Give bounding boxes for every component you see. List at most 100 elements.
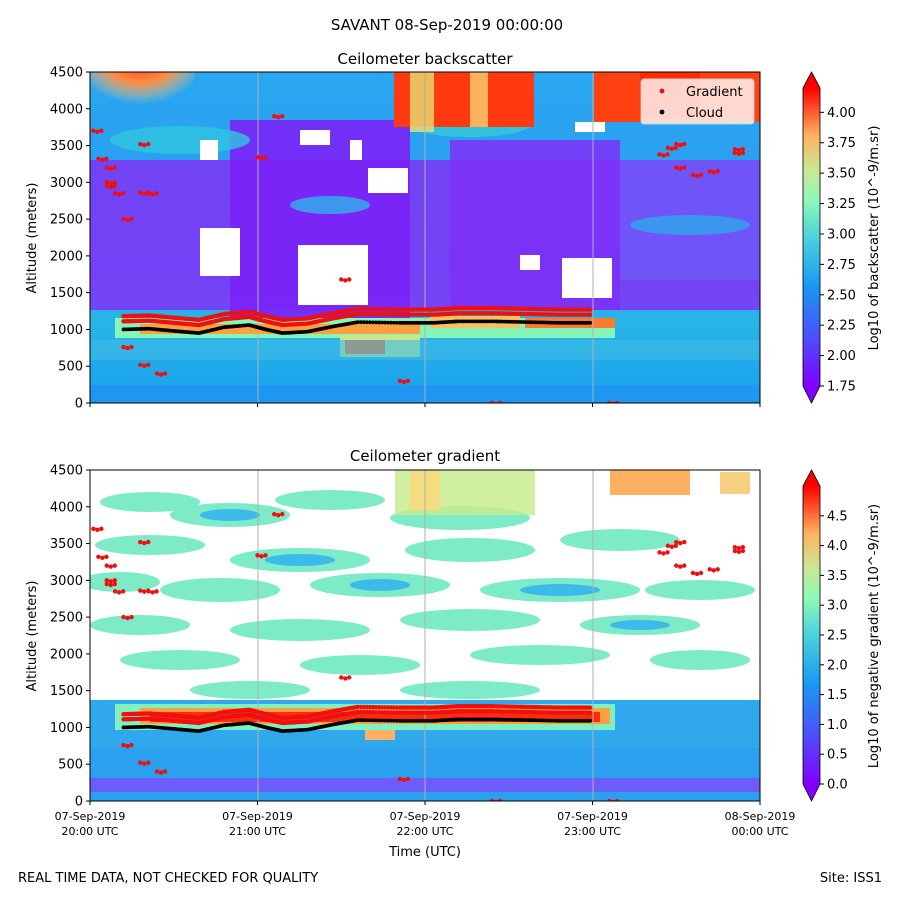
- gradient-point: [263, 155, 268, 160]
- gradient-point: [615, 400, 620, 403]
- gradient-point: [259, 554, 264, 559]
- x-tick-label-date: 07-Sep-2019: [55, 810, 126, 823]
- panel2-x-axis: 07-Sep-2019 20:00 UTC 07-Sep-2019 21:00 UTC…: [55, 801, 795, 838]
- gradient-point: [158, 372, 164, 377]
- gradient-point: [142, 540, 147, 546]
- gradient-point: [657, 152, 662, 157]
- panel1-ylabel: Altitude (meters): [25, 183, 40, 294]
- gradient-point: [125, 345, 130, 351]
- gradient-point: [129, 216, 134, 222]
- gradient-point: [121, 344, 126, 350]
- cloud-point: [380, 718, 384, 723]
- cloud-point: [386, 718, 390, 723]
- gradient-point: [104, 156, 109, 161]
- cloud-point: [362, 320, 366, 325]
- colorbar-tick-label: 3.75: [827, 136, 856, 151]
- gradient-point: [112, 180, 117, 185]
- gradient-point: [146, 539, 151, 545]
- panel1-heatmap: [90, 72, 760, 403]
- cloud-point: [371, 718, 375, 723]
- gradient-point: [104, 183, 109, 189]
- panel2-title: Ceilometer gradient: [350, 447, 500, 465]
- y-tick-label: 2000: [50, 647, 83, 662]
- colorbar2: 0.0 0.5 1.0 1.5 2.0 2.5 3.0 3.5 4.0 4.5 Log10 of …: [802, 469, 882, 802]
- gradient-point: [401, 777, 407, 783]
- panel1-y-axis: 0 500 1000 1500 2000 2500 3000 3500 4000 4500: [50, 66, 90, 412]
- y-tick-label: 2000: [50, 249, 83, 264]
- gradient-point: [674, 563, 679, 568]
- x-tick-label-time: 22:00 UTC: [396, 825, 453, 838]
- gradient-point: [142, 589, 147, 594]
- gradient-point: [255, 553, 260, 558]
- y-tick-label: 4000: [50, 500, 83, 515]
- panel2-xlabel: Time (UTC): [388, 845, 461, 860]
- gradient-point: [138, 190, 143, 195]
- gradient-point: [272, 511, 277, 517]
- gradient-point: [497, 400, 503, 403]
- cloud-point: [359, 718, 363, 723]
- gradient-point: [104, 563, 109, 568]
- gradient-point: [740, 147, 746, 152]
- y-tick-label: 1000: [50, 721, 83, 736]
- gradient-point: [682, 165, 687, 170]
- gradient-point: [116, 590, 122, 595]
- cloud-point: [374, 718, 378, 723]
- gradient-point: [673, 543, 679, 548]
- gradient-point: [146, 588, 151, 593]
- cloud-point: [588, 320, 593, 325]
- colorbar-tick-label: 0.5: [827, 748, 848, 763]
- gradient-point: [678, 166, 683, 171]
- gradient-point: [607, 798, 612, 801]
- gradient-point: [711, 568, 716, 573]
- legend-gradient-marker: [659, 88, 665, 94]
- gradient-point: [120, 589, 126, 594]
- gradient-point: [611, 799, 616, 801]
- panel1-title: Ceilometer backscatter: [337, 50, 513, 68]
- gradient-point: [142, 142, 147, 148]
- panel1-x-ticks: [89, 403, 761, 407]
- cloud-point: [368, 320, 372, 325]
- gradient-point: [129, 344, 134, 350]
- gradient-point: [138, 588, 143, 593]
- y-tick-label: 3000: [50, 574, 83, 589]
- gradient-point: [259, 156, 264, 161]
- gradient-point: [339, 277, 344, 282]
- gradient-point: [698, 172, 704, 178]
- gradient-point: [91, 128, 96, 134]
- gradient-point: [661, 153, 666, 158]
- gradient-point: [116, 192, 122, 197]
- gradient-point: [736, 546, 742, 551]
- cloud-point: [359, 320, 363, 325]
- colorbar-tick-label: 2.25: [827, 319, 856, 334]
- y-tick-label: 3000: [50, 176, 83, 191]
- panel2-heatmap: [90, 470, 760, 801]
- quality-disclaimer: REAL TIME DATA, NOT CHECKED FOR QUALITY: [18, 871, 318, 886]
- gradient-point: [339, 675, 344, 680]
- y-tick-label: 2500: [50, 213, 83, 228]
- legend-gradient-label: Gradient: [686, 85, 743, 100]
- gradient-point: [732, 548, 738, 554]
- gradient-point: [112, 578, 117, 583]
- gradient-point: [129, 742, 134, 748]
- gradient-point: [698, 570, 704, 576]
- colorbar-tick-label: 2.50: [827, 288, 856, 303]
- gradient-point: [158, 770, 164, 775]
- colorbar-tick-label: 3.0: [827, 599, 848, 614]
- gradient-point: [91, 526, 96, 532]
- gradient-point: [108, 582, 113, 588]
- gradient-point: [736, 151, 742, 157]
- gradient-point: [401, 379, 407, 385]
- gradient-point: [674, 141, 679, 147]
- gradient-point: [96, 554, 101, 559]
- x-tick-label-time: 00:00 UTC: [731, 825, 788, 838]
- colorbar-tick-label: 4.00: [827, 106, 856, 121]
- colorbar-tick-label: 1.75: [827, 380, 856, 395]
- y-tick-label: 3500: [50, 139, 83, 154]
- gradient-point: [95, 527, 100, 533]
- gradient-point: [690, 570, 696, 576]
- gradient-point: [497, 798, 503, 801]
- gradient-point: [665, 145, 671, 150]
- gradient-point: [732, 545, 738, 550]
- gradient-point: [673, 145, 679, 150]
